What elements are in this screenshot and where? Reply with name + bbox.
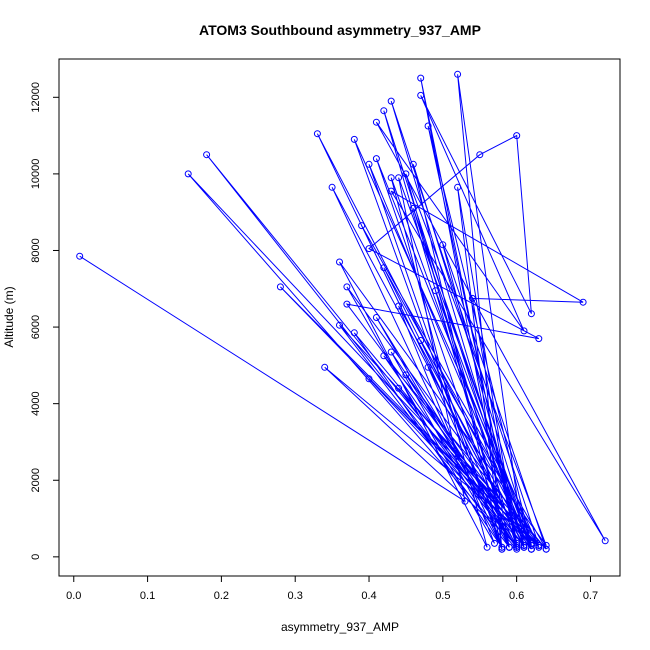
- data-point: [350, 329, 358, 337]
- data-point: [513, 541, 521, 549]
- data-point: [184, 170, 192, 178]
- data-point: [417, 91, 425, 99]
- data-point: [358, 222, 366, 230]
- data-point: [343, 283, 351, 291]
- y-axis: 0 2000 4000 6000 8000 10000 12000: [30, 82, 59, 560]
- data-point: [395, 174, 403, 182]
- data-point: [387, 174, 395, 182]
- data-point: [343, 300, 351, 308]
- data-point: [350, 135, 358, 143]
- data-point: [372, 118, 380, 126]
- data-point: [491, 539, 498, 547]
- plot-frame: [58, 58, 621, 577]
- data-point: [542, 541, 550, 549]
- data-point: [203, 151, 211, 159]
- data-point: [454, 183, 462, 191]
- data-point: [321, 363, 329, 371]
- data-point: [387, 97, 395, 105]
- x-tick-label: 0.3: [288, 590, 303, 602]
- data-point: [336, 258, 343, 266]
- data-point: [579, 298, 587, 306]
- data-point: [505, 543, 513, 551]
- data-point: [520, 543, 528, 551]
- data-point: [432, 287, 439, 295]
- data-point: [527, 541, 535, 549]
- data-point: [476, 151, 484, 159]
- data-point: [454, 70, 462, 78]
- data-point: [276, 283, 284, 291]
- data-point: [313, 130, 321, 138]
- data-point: [336, 321, 343, 329]
- data-point: [513, 543, 521, 551]
- y-tick-label: 8000: [30, 238, 42, 262]
- data-point: [372, 314, 380, 321]
- data-point: [513, 132, 521, 140]
- y-tick-label: 12000: [30, 82, 42, 113]
- data-point: [535, 335, 543, 343]
- data-point: [409, 204, 417, 212]
- data-point: [601, 537, 609, 545]
- data-point: [461, 497, 469, 505]
- data-point: [498, 545, 506, 553]
- y-tick-label: 2000: [30, 468, 42, 492]
- data-point: [328, 183, 336, 191]
- x-axis-label: asymmetry_937_AMP: [281, 620, 399, 634]
- x-tick-label: 0.4: [361, 590, 376, 602]
- data-point: [424, 363, 432, 371]
- y-axis-label: Altitude (m): [2, 286, 16, 347]
- x-axis: 0.0 0.1 0.2 0.3 0.4 0.5 0.6 0.7: [66, 576, 598, 602]
- x-tick-label: 0.0: [66, 590, 81, 602]
- data-point: [402, 371, 410, 379]
- data-point: [468, 294, 476, 302]
- x-tick-label: 0.6: [509, 590, 524, 602]
- data-point: [513, 539, 521, 547]
- y-tick-label: 4000: [30, 391, 42, 415]
- data-point: [535, 543, 543, 551]
- data-point: [483, 543, 491, 551]
- data-point: [365, 160, 373, 168]
- data-point: [380, 264, 388, 272]
- data-point: [520, 541, 528, 549]
- x-tick-label: 0.2: [214, 590, 229, 602]
- y-tick-label: 10000: [30, 159, 42, 190]
- data-point: [387, 187, 395, 195]
- data-point: [365, 375, 373, 383]
- data-point: [395, 302, 403, 310]
- y-tick-label: 6000: [30, 315, 42, 339]
- data-point: [527, 545, 535, 553]
- data-point: [76, 252, 84, 260]
- chart-title: ATOM3 Southbound asymmetry_937_AMP: [199, 22, 481, 38]
- x-tick-label: 0.5: [435, 590, 450, 602]
- data-point: [424, 122, 432, 130]
- plot-area: [76, 70, 609, 553]
- data-point: [372, 155, 380, 163]
- data-point: [520, 327, 528, 335]
- series-line: [79, 74, 606, 551]
- data-point: [498, 543, 506, 551]
- data-point: [439, 241, 447, 249]
- data-point: [417, 74, 425, 82]
- data-point: [409, 160, 417, 168]
- data-point: [380, 107, 388, 115]
- data-point: [402, 170, 410, 178]
- data-point: [380, 352, 388, 360]
- data-point: [395, 384, 403, 392]
- data-point: [387, 348, 395, 356]
- data-point: [527, 310, 535, 318]
- y-tick-label: 0: [30, 554, 42, 560]
- data-point: [417, 337, 425, 344]
- x-tick-label: 0.1: [140, 590, 155, 602]
- data-point: [365, 245, 373, 253]
- x-tick-label: 0.7: [583, 590, 598, 602]
- data-point: [535, 541, 543, 549]
- data-point: [542, 545, 550, 553]
